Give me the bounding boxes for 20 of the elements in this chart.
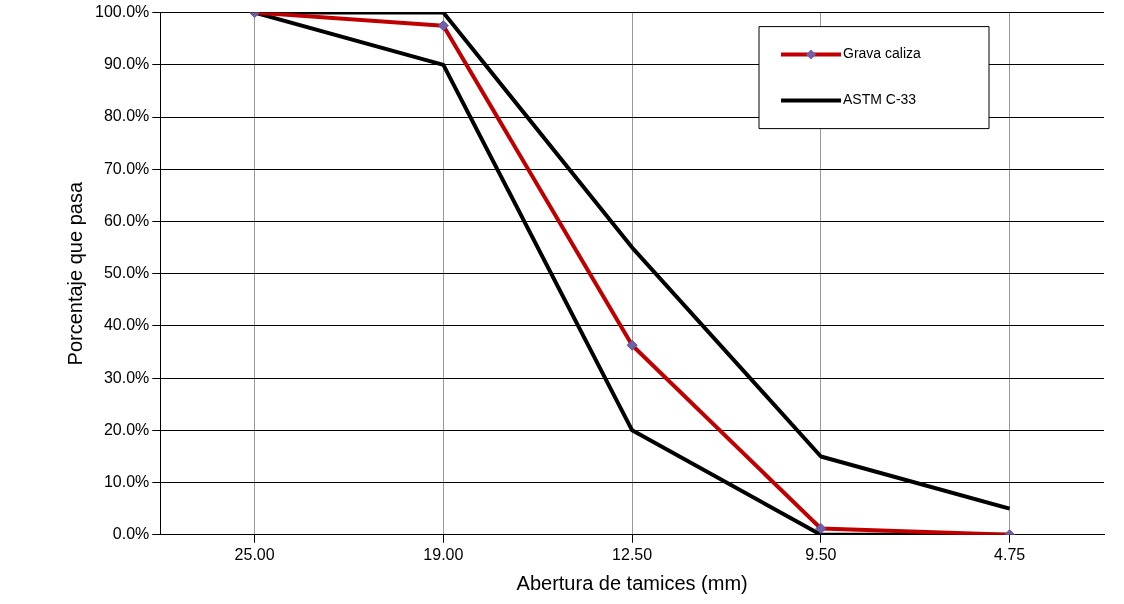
y-tick-label: 10.0%	[103, 472, 150, 490]
y-tick-label: 80.0%	[103, 107, 150, 125]
y-tick-label: 100.0%	[95, 3, 150, 21]
legend-label: Grava caliza	[843, 45, 922, 62]
x-tick-label: 4.75	[994, 545, 1026, 563]
y-axis-title: Porcentaje que pasa	[63, 181, 86, 366]
y-tick-label: 0.0%	[112, 525, 150, 543]
y-tick-label: 60.0%	[103, 211, 150, 229]
x-tick-label: 19.00	[423, 545, 464, 563]
legend-label: ASTM C-33	[843, 91, 917, 108]
x-tick-label: 12.50	[612, 545, 653, 563]
y-tick-label: 40.0%	[103, 316, 150, 334]
y-tick-label: 20.0%	[103, 420, 150, 438]
y-tick-label: 90.0%	[103, 55, 150, 73]
y-tick-label: 50.0%	[103, 264, 150, 282]
x-tick-label: 25.00	[234, 545, 275, 563]
y-tick-label: 70.0%	[103, 159, 150, 177]
x-axis-title: Abertura de tamices (mm)	[516, 571, 748, 594]
x-tick-label: 9.50	[805, 545, 837, 563]
y-tick-label: 30.0%	[103, 368, 150, 386]
